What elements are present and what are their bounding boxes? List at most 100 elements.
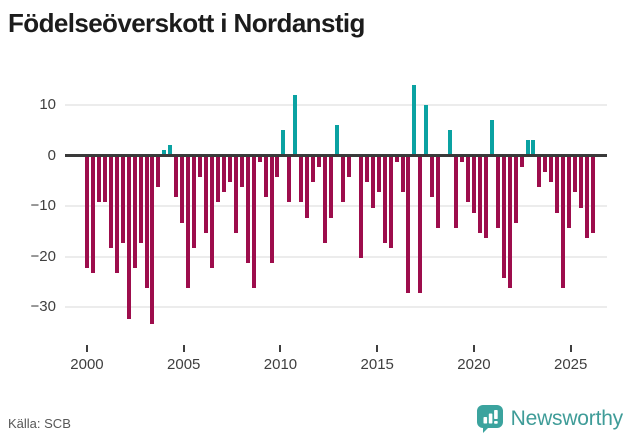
bar-negative bbox=[144, 157, 149, 289]
bar-negative bbox=[382, 157, 387, 243]
bar-negative bbox=[317, 157, 322, 168]
bar-negative bbox=[269, 157, 274, 264]
bar-negative bbox=[233, 157, 238, 233]
bar-negative bbox=[138, 157, 143, 243]
bar-negative bbox=[210, 157, 214, 269]
bar-negative bbox=[84, 157, 89, 269]
bar-negative bbox=[501, 157, 506, 279]
bar-negative bbox=[204, 157, 209, 233]
bar-negative bbox=[471, 157, 476, 213]
newsworthy-wordmark: Newsworthy bbox=[510, 407, 624, 430]
x-axis-label: 2005 bbox=[167, 356, 201, 373]
bar-negative bbox=[507, 157, 512, 289]
gridline bbox=[65, 306, 607, 308]
bar-negative bbox=[567, 157, 572, 228]
bar-negative bbox=[477, 157, 482, 233]
chart-title: Födelseöverskott i Nordanstig bbox=[8, 8, 365, 38]
bar-negative bbox=[156, 157, 161, 188]
bar-negative bbox=[358, 157, 363, 258]
bar-negative bbox=[579, 157, 584, 208]
bar-negative bbox=[340, 157, 345, 203]
bar-positive bbox=[168, 145, 173, 156]
bar-negative bbox=[108, 157, 113, 248]
bar-negative bbox=[573, 157, 578, 193]
bar-negative bbox=[400, 157, 405, 193]
bar-negative bbox=[364, 157, 369, 183]
y-axis-label: −10 bbox=[30, 197, 56, 214]
bar-positive bbox=[489, 120, 494, 156]
bar-negative bbox=[406, 157, 411, 294]
x-axis-tick bbox=[569, 345, 572, 352]
bar-negative bbox=[186, 157, 191, 289]
bar-negative bbox=[126, 157, 131, 319]
bar-negative bbox=[198, 157, 203, 178]
bar-negative bbox=[430, 157, 435, 198]
bar-negative bbox=[299, 157, 304, 203]
bar-negative bbox=[537, 157, 542, 188]
bar-positive bbox=[424, 105, 429, 156]
x-axis-label: 2025 bbox=[554, 356, 588, 373]
bar-negative bbox=[323, 157, 328, 243]
bar-negative bbox=[466, 157, 470, 203]
bar-negative bbox=[150, 157, 155, 324]
x-axis-tick bbox=[182, 345, 185, 352]
bar-positive bbox=[293, 94, 298, 156]
bar-negative bbox=[388, 157, 393, 248]
bar-negative bbox=[305, 157, 310, 218]
bar-positive bbox=[412, 84, 417, 156]
bar-negative bbox=[192, 157, 197, 248]
source-note: Källa: SCB bbox=[8, 416, 71, 431]
gridline bbox=[65, 104, 607, 106]
bar-negative bbox=[346, 157, 351, 178]
gridline bbox=[65, 255, 607, 258]
bar-negative bbox=[102, 157, 107, 203]
bar-negative bbox=[221, 157, 226, 193]
y-axis-label: −20 bbox=[30, 247, 56, 265]
bar-negative bbox=[555, 157, 560, 213]
x-axis-label: 2000 bbox=[70, 356, 104, 373]
bar-negative bbox=[263, 157, 268, 198]
gridline bbox=[65, 205, 607, 207]
bar-positive bbox=[448, 130, 453, 156]
bar-negative bbox=[215, 157, 220, 203]
bar-negative bbox=[227, 157, 232, 183]
x-axis-label: 2015 bbox=[360, 356, 394, 373]
x-axis-label: 2010 bbox=[263, 356, 298, 373]
bar-negative bbox=[174, 157, 179, 198]
x-axis-label: 2020 bbox=[457, 356, 491, 373]
bar-negative bbox=[180, 157, 185, 223]
bar-negative bbox=[96, 157, 101, 203]
bar-negative bbox=[394, 157, 399, 163]
bar-negative bbox=[114, 157, 119, 274]
x-axis-tick bbox=[376, 345, 379, 352]
bar-negative bbox=[132, 157, 137, 269]
bar-negative bbox=[90, 157, 95, 274]
bar-negative bbox=[376, 157, 381, 193]
newsworthy-logo: Newsworthy bbox=[476, 404, 623, 434]
bar-negative bbox=[495, 157, 500, 228]
bar-positive bbox=[531, 140, 536, 156]
bar-negative bbox=[460, 157, 465, 163]
bar-negative bbox=[585, 157, 590, 238]
bar-positive bbox=[281, 130, 286, 156]
bar-positive bbox=[335, 125, 340, 156]
x-axis-tick bbox=[85, 345, 88, 352]
bar-negative bbox=[418, 157, 423, 294]
bar-positive bbox=[525, 140, 530, 156]
bar-negative bbox=[120, 157, 125, 243]
bar-negative bbox=[543, 157, 548, 173]
bar-negative bbox=[454, 157, 459, 228]
bar-negative bbox=[275, 157, 280, 178]
bar-negative bbox=[251, 157, 256, 289]
y-axis-label: 0 bbox=[47, 146, 56, 164]
bar-negative bbox=[436, 157, 441, 228]
bar-negative bbox=[245, 157, 250, 264]
bar-negative bbox=[591, 157, 596, 233]
bar-negative bbox=[311, 157, 316, 183]
bar-positive bbox=[162, 150, 167, 156]
bar-negative bbox=[513, 157, 518, 223]
bar-negative bbox=[549, 157, 554, 183]
bar-negative bbox=[239, 157, 244, 188]
